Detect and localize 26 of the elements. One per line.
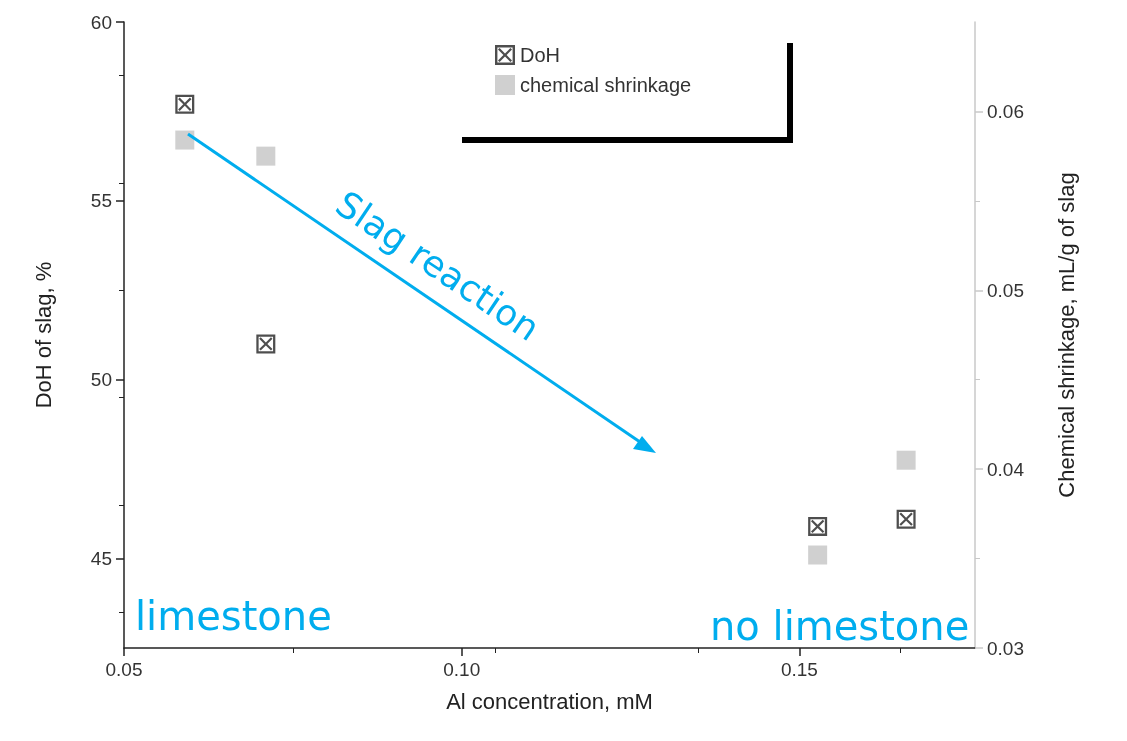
point	[896, 509, 916, 529]
legend-label: DoH	[520, 44, 561, 66]
y2-tick-label: 0.03	[987, 637, 1024, 659]
point	[256, 334, 276, 354]
point	[256, 146, 276, 166]
x-tick-label: 0.15	[780, 659, 818, 680]
y2-axis-title: Chemical shrinkage, mL/g of slag	[1053, 172, 1079, 498]
y-tick-label: 60	[90, 11, 112, 33]
point	[175, 94, 195, 114]
y2-tick-label: 0.06	[987, 100, 1024, 122]
x-axis-title: Al concentration, mM	[446, 688, 653, 714]
point	[808, 516, 828, 536]
y2-tick-label: 0.05	[987, 279, 1024, 301]
annotation: limestone	[135, 593, 332, 639]
legend-label: chemical shrinkage	[520, 74, 692, 96]
point	[896, 450, 916, 470]
y-tick-label: 45	[90, 548, 112, 570]
x-tick-label: 0.05	[105, 659, 143, 680]
y-tick-label: 50	[90, 369, 112, 391]
point	[808, 545, 828, 565]
y2-tick-label: 0.04	[987, 458, 1025, 480]
x-tick-label: 0.10	[443, 659, 481, 680]
y-axis-title: DoH of slag, %	[30, 261, 56, 409]
y-tick-label: 55	[90, 190, 112, 212]
annotation: no limestone	[710, 603, 970, 649]
point	[175, 130, 195, 150]
